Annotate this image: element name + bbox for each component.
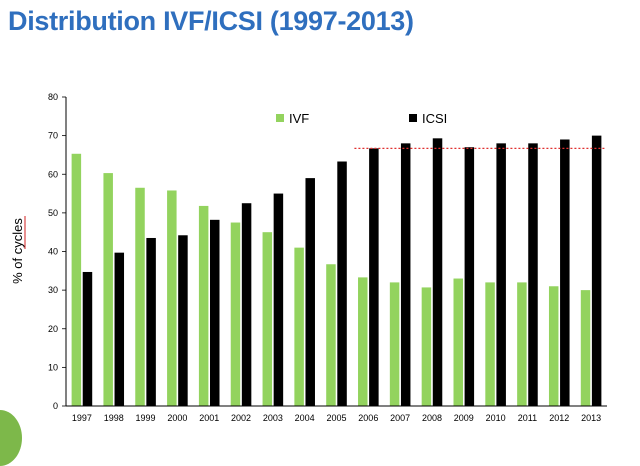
x-tick-label: 2006 bbox=[358, 413, 378, 423]
y-tick-label: 30 bbox=[48, 285, 58, 295]
ivf-bar-1998 bbox=[103, 173, 113, 406]
ivf-bar-2006 bbox=[358, 277, 368, 406]
ivf-bar-2003 bbox=[262, 232, 273, 406]
icsi-bar-2003 bbox=[273, 193, 284, 406]
axes: 1997 1998 1999 2000 2001 2002 2003 2004 2005 2006… bbox=[65, 97, 607, 423]
x-tick-label: 1998 bbox=[104, 413, 124, 423]
ivf-bar-2007 bbox=[389, 282, 400, 406]
x-tick-label: 2000 bbox=[167, 413, 187, 423]
icsi-bar-2000 bbox=[178, 235, 188, 406]
y-axis-label-wrapper: % of cycles bbox=[10, 216, 26, 284]
x-tick-label: 1999 bbox=[136, 413, 156, 423]
y-tick-label: 40 bbox=[48, 247, 58, 257]
y-tick-label: 70 bbox=[48, 131, 58, 141]
bars bbox=[71, 135, 602, 407]
icsi-bar-1999 bbox=[146, 237, 156, 406]
icsi-bar-2004 bbox=[305, 178, 315, 406]
ivf-bar-2008 bbox=[421, 287, 432, 406]
ivf-bar-2002 bbox=[230, 222, 241, 406]
y-axis-label: % of cycles bbox=[10, 218, 25, 284]
y-tick-label: 10 bbox=[48, 362, 58, 372]
icsi-legend-swatch bbox=[409, 114, 417, 122]
x-tick-label: 2013 bbox=[581, 413, 601, 423]
y-axis-label-group: % of cycles bbox=[10, 216, 26, 284]
bar-chart: 0 10 20 30 40 50 60 70 80 1997 1998 1999 2000 2001 20… bbox=[10, 92, 607, 423]
x-tick-label: 2004 bbox=[295, 413, 315, 423]
ivf-bar-2004 bbox=[294, 247, 304, 406]
icsi-bar-2008 bbox=[432, 138, 443, 407]
icsi-legend-label: ICSI bbox=[422, 111, 447, 126]
icsi-bar-2007 bbox=[400, 143, 411, 406]
x-tick-label: 2003 bbox=[263, 413, 283, 423]
ivf-legend-label: IVF bbox=[289, 111, 309, 126]
x-tick-label: 2005 bbox=[326, 413, 346, 423]
y-tick-label: 80 bbox=[48, 92, 58, 102]
ivf-bar-2012 bbox=[548, 286, 559, 406]
x-tick-label: 2009 bbox=[454, 413, 474, 423]
y-tick-label: 0 bbox=[53, 401, 58, 411]
ivf-bar-2001 bbox=[198, 205, 209, 406]
ivf-bar-1999 bbox=[135, 187, 145, 406]
x-tick-label: 2008 bbox=[422, 413, 442, 423]
ivf-bar-2009 bbox=[453, 278, 463, 406]
x-tick-label: 2002 bbox=[231, 413, 251, 423]
x-tick-label: 2007 bbox=[390, 413, 410, 423]
legend: IVF ICSI bbox=[276, 111, 447, 126]
y-tick-label: 50 bbox=[48, 208, 58, 218]
icsi-bar-2009 bbox=[464, 147, 475, 406]
x-tick-label: 1997 bbox=[72, 413, 92, 423]
ivf-legend-swatch bbox=[276, 114, 284, 122]
ivf-bar-2005 bbox=[326, 264, 336, 406]
x-tick-label: 2011 bbox=[518, 413, 537, 423]
icsi-bar-2001 bbox=[210, 219, 220, 406]
icsi-bar-1997 bbox=[82, 271, 93, 406]
x-tick-label: 2010 bbox=[486, 413, 506, 423]
icsi-bar-1998 bbox=[114, 252, 125, 406]
icsi-bar-2002 bbox=[241, 203, 252, 406]
icsi-bar-2011 bbox=[528, 143, 538, 406]
slide-title: Distribution IVF/ICSI (1997-2013) bbox=[8, 6, 414, 36]
ivf-bar-2013 bbox=[580, 290, 591, 406]
x-tick-label: 2012 bbox=[549, 413, 569, 423]
x-tick-label: 2001 bbox=[199, 413, 219, 423]
y-tick-label: 20 bbox=[48, 324, 58, 334]
icsi-bar-2005 bbox=[337, 161, 347, 406]
ivf-bar-2011 bbox=[517, 282, 527, 406]
y-axis-ticks: 0 10 20 30 40 50 60 70 80 bbox=[48, 92, 66, 411]
y-tick-label: 60 bbox=[48, 169, 58, 179]
icsi-bar-2006 bbox=[369, 148, 379, 406]
ivf-bar-2010 bbox=[485, 282, 495, 406]
icsi-bar-2013 bbox=[591, 135, 602, 406]
ivf-bar-1997 bbox=[71, 153, 82, 406]
icsi-bar-2012 bbox=[560, 139, 570, 407]
icsi-bar-2010 bbox=[496, 143, 506, 406]
ivf-bar-2000 bbox=[167, 190, 177, 406]
